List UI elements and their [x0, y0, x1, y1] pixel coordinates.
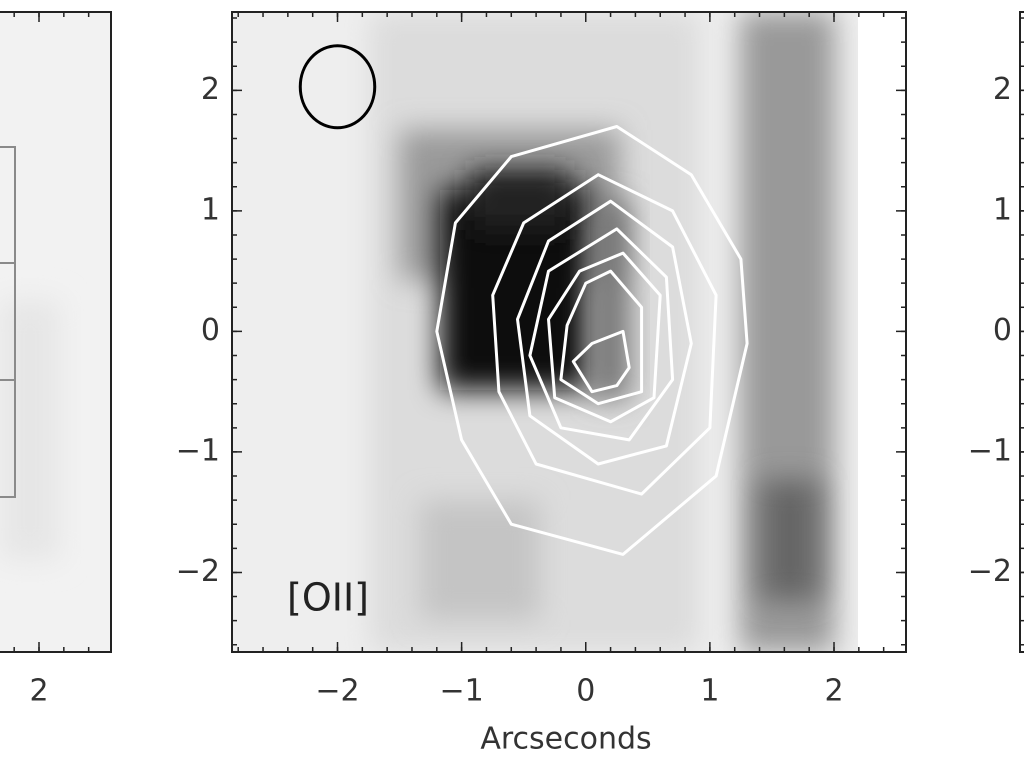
center-image: [232, 12, 906, 652]
contour: [435, 125, 749, 556]
beam: [298, 44, 377, 130]
x-tick-label: 0: [576, 674, 595, 709]
y-tick-label: 1: [993, 192, 1012, 227]
y-tick-label: 0: [993, 313, 1012, 348]
contour: [547, 251, 662, 424]
y-tick-label: 2: [201, 72, 220, 107]
annotation: [OII]: [287, 576, 369, 620]
y-tick-label: 1: [201, 192, 220, 227]
contour: [528, 227, 675, 442]
x-tick-label: 1: [700, 674, 719, 709]
y-tick-label: −1: [176, 433, 220, 468]
x-tick-label: 2: [29, 674, 48, 709]
contour: [516, 199, 693, 466]
x-tick-label: 2: [824, 674, 843, 709]
contour: [571, 329, 631, 394]
left-image: [0, 12, 111, 652]
y-tick-label: 2: [993, 72, 1012, 107]
x-tick-label: −1: [440, 674, 484, 709]
x-tick-label: −2: [315, 674, 359, 709]
y-tick-label: 0: [201, 313, 220, 348]
frame: [0, 11, 112, 653]
y-tick-label: −1: [968, 433, 1012, 468]
y-tick-label: −2: [176, 554, 220, 589]
x-axis-label: Arcseconds: [480, 722, 651, 757]
y-tick-label: −2: [968, 554, 1012, 589]
contour: [491, 173, 718, 496]
contour: [559, 269, 644, 406]
